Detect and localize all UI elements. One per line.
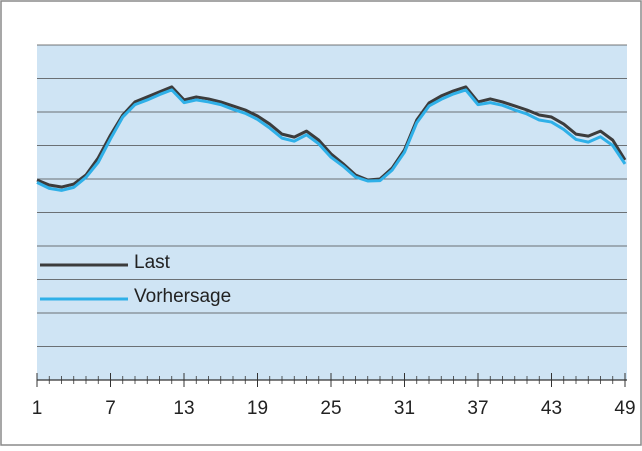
x-tick-label: 7 [105,398,116,419]
x-tick-label: 43 [541,398,562,419]
legend-label: Last [134,252,171,273]
series-line [36,88,627,192]
legend-label: Vorhersage [134,286,231,307]
x-tick-label: 25 [320,398,341,419]
x-tick-label: 1 [32,398,43,419]
x-tick-label: 37 [467,398,488,419]
x-tick-label: 13 [173,398,194,419]
x-tick-label: 49 [614,398,635,419]
x-tick-label: 19 [247,398,268,419]
x-tick-label: 31 [394,398,415,419]
series-line [36,85,627,189]
